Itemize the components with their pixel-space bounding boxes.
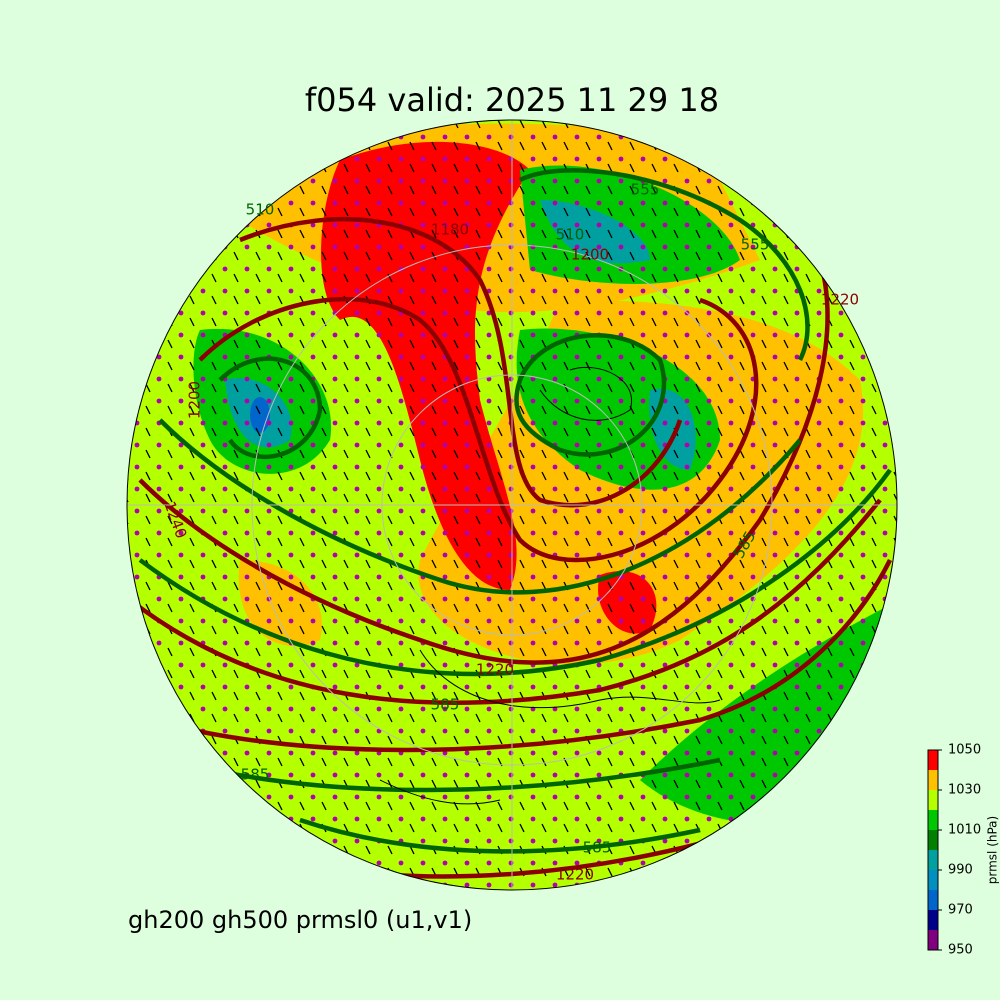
- contour-label: 555: [741, 236, 770, 254]
- colorbar-tick-label: 1030: [948, 783, 981, 798]
- contour-label: 585: [431, 696, 460, 714]
- contour-label: 510: [246, 201, 275, 219]
- contour-label: 585: [583, 839, 612, 857]
- colorbar: 950 970 990 1010 1030 1050: [927, 743, 981, 958]
- colorbar-segment: [928, 930, 938, 950]
- colorbar-tick-label: 970: [948, 903, 973, 918]
- contour-label: 1180: [431, 221, 469, 239]
- contour-label: 555: [631, 181, 660, 199]
- title: f054 valid: 2025 11 29 18: [305, 81, 719, 119]
- colorbar-segment: [928, 790, 938, 810]
- coastlines: [379, 366, 721, 805]
- colorbar-segment: [928, 750, 938, 770]
- colorbar-segment: [928, 910, 938, 930]
- colorbar-tick-label: 1010: [948, 823, 981, 838]
- colorbar-tick-label: 990: [948, 863, 973, 878]
- colorbar-segment: [928, 830, 938, 850]
- globe-outline: [126, 119, 898, 891]
- colorbar-segment: [928, 770, 938, 790]
- colorbar-tick-label: 1050: [948, 743, 981, 758]
- contour-label: 1220: [556, 866, 594, 884]
- contour-label: 1200: [186, 381, 204, 419]
- contour-label: 1200: [571, 246, 609, 264]
- contour-label: 1220: [821, 291, 859, 309]
- colorbar-segment: [928, 870, 938, 890]
- contour-label: 1220: [476, 661, 514, 679]
- colorbar-label: prmsl (hPa): [986, 816, 1000, 884]
- contour-label: 585: [241, 766, 270, 784]
- colorbar-segment: [928, 890, 938, 910]
- colorbar-frame: [927, 749, 939, 951]
- colorbar-segment: [928, 810, 938, 830]
- colorbar-segment: [928, 850, 938, 870]
- map: [127, 120, 897, 890]
- caption: gh200 gh500 prmsl0 (u1,v1): [128, 906, 472, 934]
- contour-labels: 1220 585 1220 585 1200 510 555 1220 1200…: [160, 181, 859, 884]
- colorbar-tick-label: 950: [948, 943, 973, 958]
- contour-label: 510: [556, 226, 585, 244]
